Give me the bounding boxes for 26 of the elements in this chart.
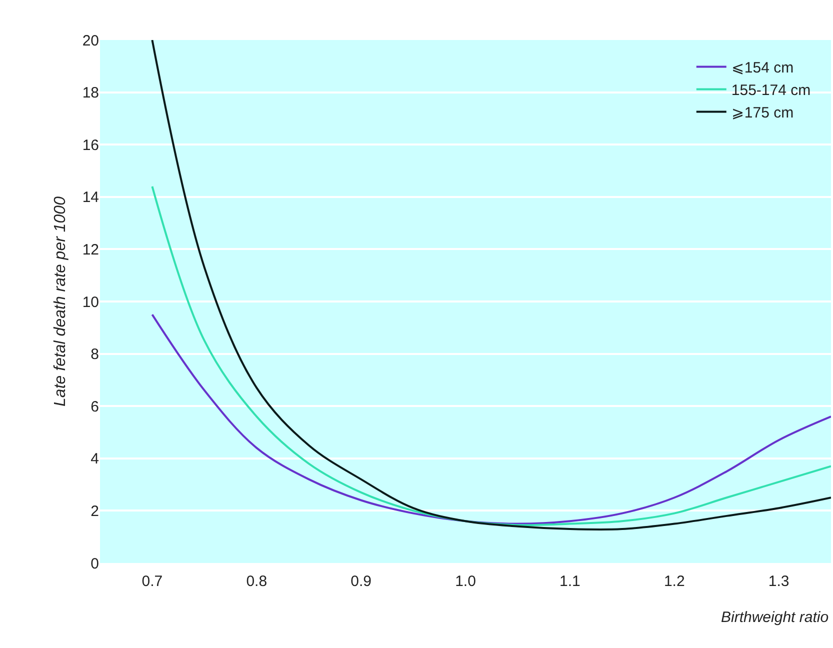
line-series: [151, 314, 831, 525]
y-tick-label: 4: [90, 450, 99, 468]
y-tick-label: 6: [90, 398, 99, 416]
x-tick-label: 0.8: [246, 573, 268, 590]
legend-label: 155-174 cm: [731, 82, 811, 100]
y-tick-label: 2: [90, 502, 99, 520]
y-tick-label: 8: [90, 346, 99, 364]
x-axis-title: Birthweight ratio: [721, 609, 829, 626]
x-tick-label: 1.3: [768, 573, 790, 590]
x-tick-label: 0.9: [350, 573, 372, 590]
y-tick-label: 20: [82, 32, 99, 50]
x-tick-label: 0.7: [142, 573, 163, 590]
y-tick-label: 12: [82, 241, 99, 258]
x-tick-label: 1.1: [560, 573, 580, 590]
y-tick-label: 16: [82, 136, 99, 154]
x-tick-label: 1.0: [455, 573, 476, 590]
y-axis-title: Late fetal death rate per 1000: [52, 196, 70, 406]
y-tick-label: 18: [82, 84, 99, 102]
y-tick-label: 14: [82, 189, 99, 206]
y-tick-label: 10: [82, 294, 99, 311]
line-series: [151, 40, 831, 530]
legend-label: ⩽154 cm: [731, 60, 794, 77]
y-tick-label: 0: [90, 555, 99, 572]
line-series: [151, 185, 831, 526]
legend-label: ⩾175 cm: [731, 104, 794, 122]
x-tick-label: 1.2: [664, 573, 685, 590]
